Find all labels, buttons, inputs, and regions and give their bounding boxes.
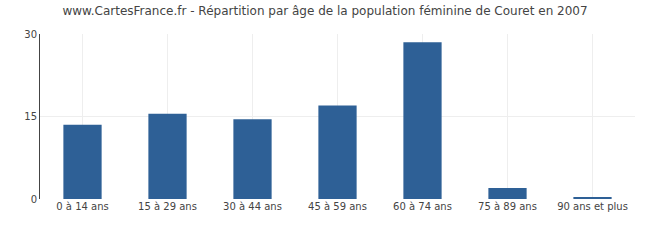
svg-text:www.CartesFrance.fr - Répartit: www.CartesFrance.fr - Répartition par âg…	[62, 4, 587, 18]
svg-text:15 à 29 ans: 15 à 29 ans	[138, 201, 197, 212]
svg-text:30 à 44 ans: 30 à 44 ans	[223, 201, 282, 212]
svg-text:15: 15	[24, 111, 37, 122]
svg-text:0: 0	[31, 194, 37, 205]
svg-text:60 à 74 ans: 60 à 74 ans	[393, 201, 452, 212]
svg-text:0 à 14 ans: 0 à 14 ans	[56, 201, 108, 212]
svg-text:45 à 59 ans: 45 à 59 ans	[308, 201, 367, 212]
svg-text:75 à 89 ans: 75 à 89 ans	[478, 201, 537, 212]
svg-text:30: 30	[24, 29, 37, 40]
svg-text:90 ans et plus: 90 ans et plus	[557, 201, 628, 212]
